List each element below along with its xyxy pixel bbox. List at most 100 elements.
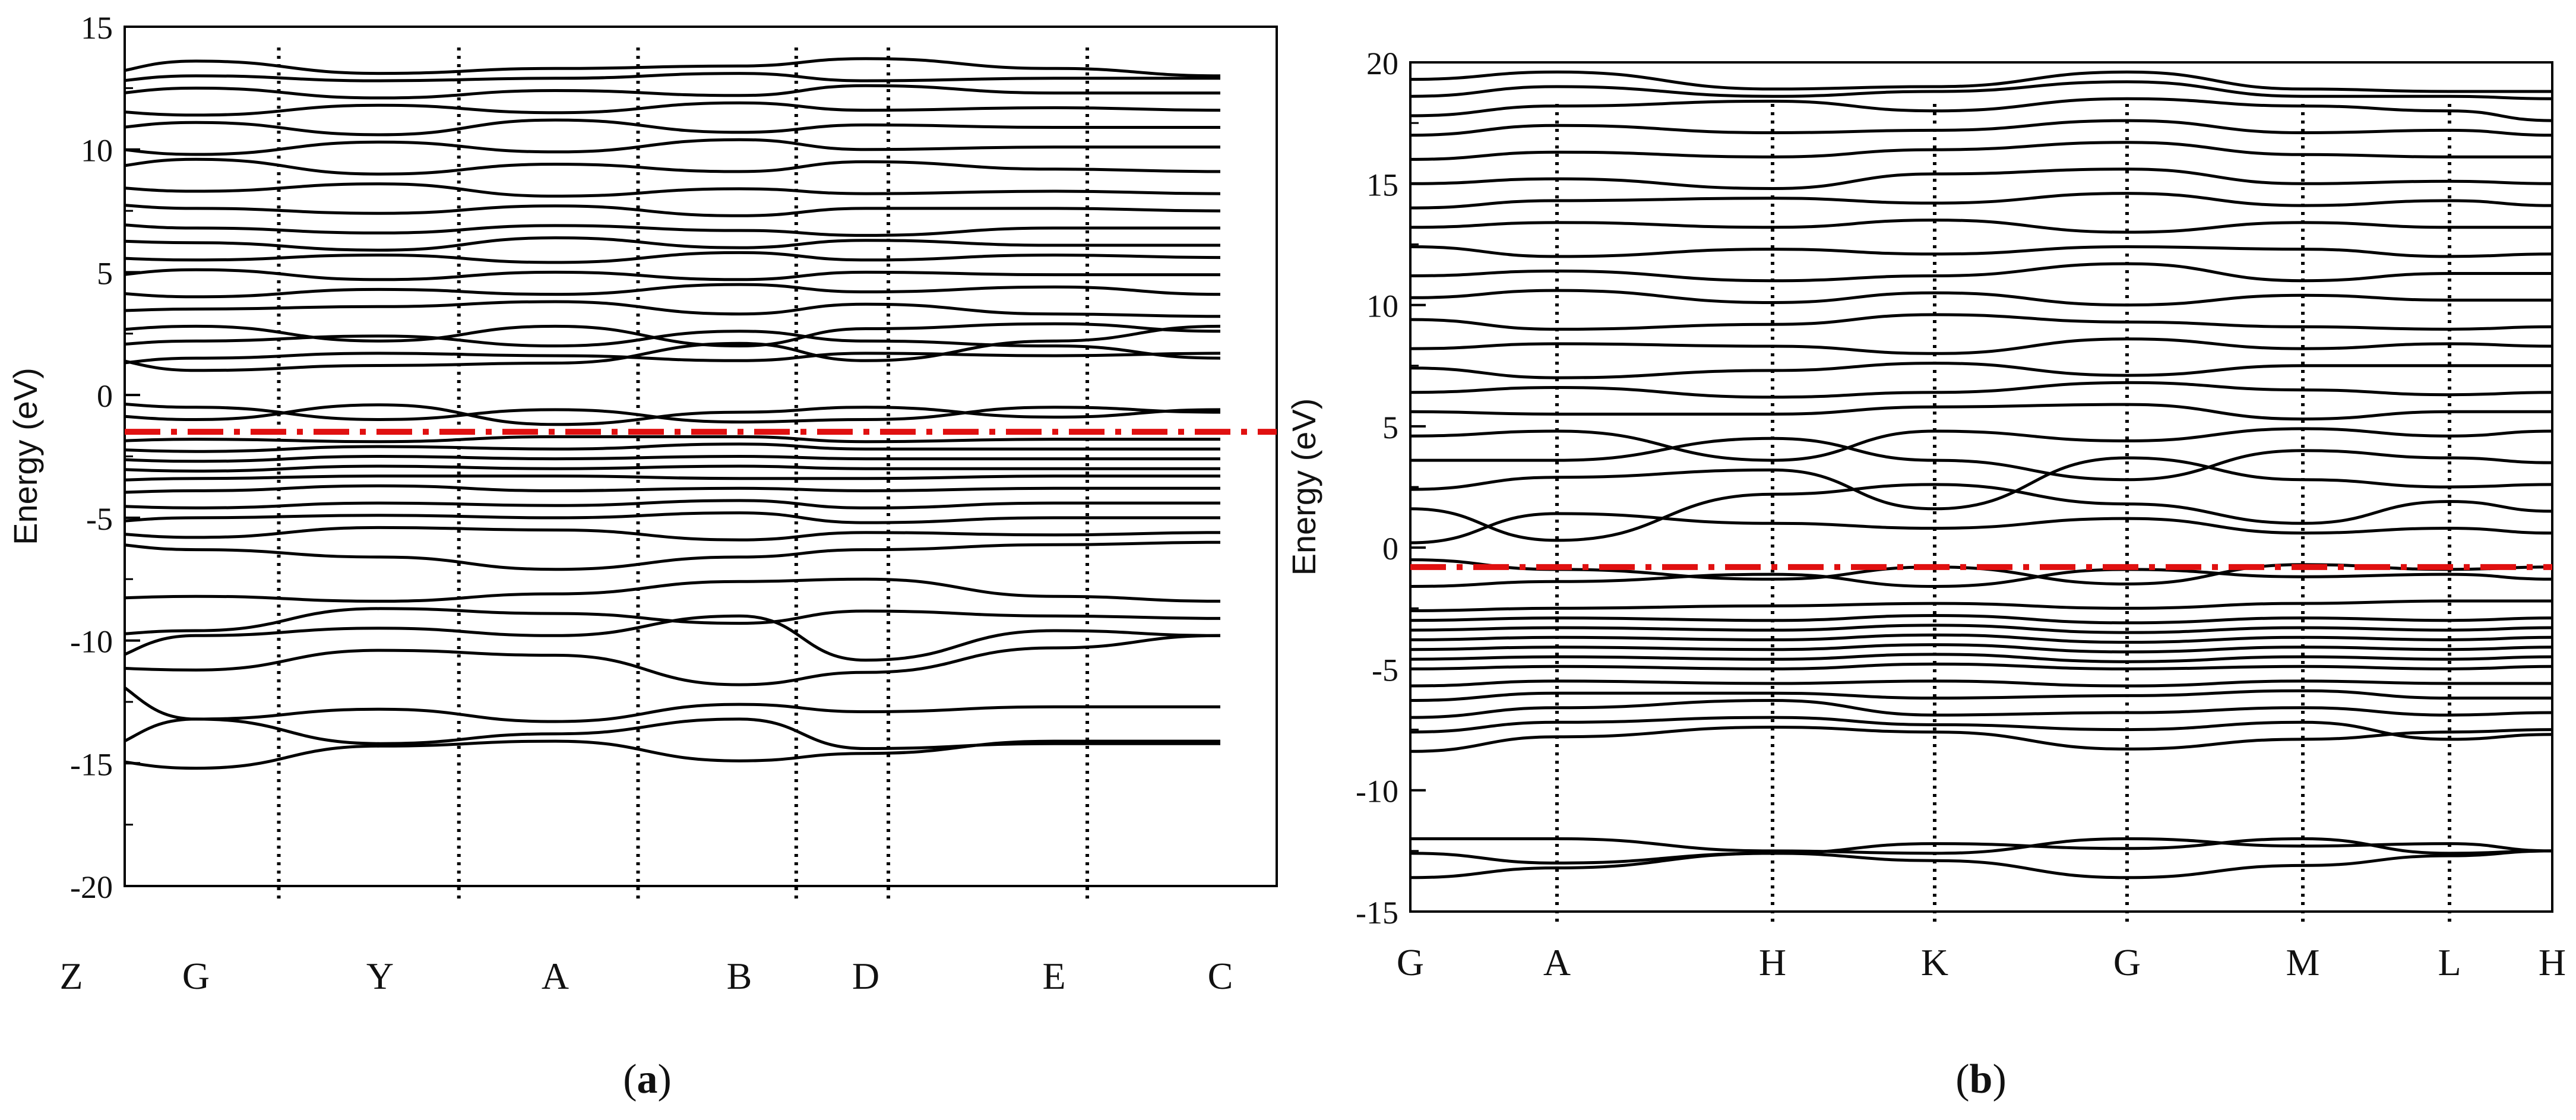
band-line: [1410, 381, 2552, 399]
band-line: [1410, 97, 2552, 122]
band-line: [125, 402, 1221, 424]
panel-b-band-structure: -15 -10 -5 0 5 10 15 20 Energy (eV) G A H K G M L H (b): [1285, 46, 2566, 1102]
band-line: [125, 283, 1221, 299]
band-line: [125, 300, 1221, 318]
band-line: [1410, 837, 2552, 865]
band-line: [1410, 613, 2552, 625]
y-axis-title: Energy (eV): [1285, 398, 1322, 576]
kpoint-label: H: [1759, 941, 1786, 983]
y-tick-label: 10: [81, 133, 113, 169]
band-line: [125, 236, 1220, 252]
band-line: [125, 268, 1220, 281]
y-tick-label: -15: [70, 746, 113, 782]
y-axis-title: Energy (eV): [7, 368, 44, 545]
kpoint-label: A: [1543, 941, 1571, 983]
band-line: [1410, 119, 2552, 137]
band-line: [125, 84, 1220, 100]
kpoint-label: G: [1397, 941, 1424, 983]
y-tick-label: -5: [86, 501, 113, 537]
band-line: [1410, 483, 2552, 542]
band-line: [125, 403, 1221, 426]
band-line: [125, 540, 1221, 571]
band-line: [125, 324, 1221, 372]
band-line: [1410, 716, 2552, 741]
band-line: [125, 739, 1220, 770]
band-line: [125, 223, 1220, 237]
band-line: [1410, 403, 2552, 421]
band-line: [1410, 219, 2552, 234]
band-line: [125, 607, 1221, 635]
band-line: [1410, 456, 2552, 511]
y-tick-label: -10: [70, 624, 113, 660]
band-line: [1410, 653, 2552, 663]
band-lines: [125, 57, 1221, 770]
band-line: [125, 474, 1220, 482]
band-line: [1410, 849, 2552, 879]
band-line: [125, 138, 1220, 156]
band-line: [125, 57, 1221, 78]
y-tick-label: 0: [97, 378, 113, 414]
band-line: [1410, 313, 2552, 331]
band-line: [125, 577, 1221, 603]
band-line: [1410, 436, 2552, 482]
band-line: [125, 634, 1221, 686]
panel-caption: (a): [623, 1056, 672, 1102]
band-line: [125, 511, 1220, 524]
band-line: [1410, 427, 2552, 462]
band-line: [1410, 289, 2552, 307]
y-tick-label: 0: [1382, 531, 1398, 567]
band-line: [1410, 558, 2552, 586]
band-line: [125, 352, 1221, 365]
y-tick-label: -5: [1372, 652, 1398, 688]
band-line: [1410, 362, 2552, 379]
band-line: [125, 685, 1220, 723]
kpoint-label: A: [542, 955, 569, 997]
band-line: [125, 499, 1220, 510]
band-line: [125, 118, 1220, 137]
y-tick-label: 20: [1366, 46, 1398, 81]
kpoint-label: G: [182, 955, 210, 997]
band-line: [1410, 167, 2552, 191]
kpoint-label: C: [1208, 955, 1233, 997]
kpoint-label: B: [727, 955, 752, 997]
band-line: [125, 72, 1220, 83]
band-line: [125, 614, 1221, 662]
band-line: [1410, 662, 2552, 670]
band-line: [125, 101, 1221, 117]
kpoint-label: Z: [59, 955, 83, 997]
kpoint-label: L: [2438, 941, 2461, 983]
band-line: [125, 464, 1220, 473]
kpoint-label: D: [852, 955, 879, 997]
band-line: [1410, 698, 2552, 719]
y-tick-label: 10: [1366, 289, 1398, 324]
kpoint-label: H: [2539, 941, 2566, 983]
band-line: [1410, 599, 2552, 612]
band-line: [1410, 512, 2552, 545]
band-line: [1410, 80, 2552, 100]
band-line: [125, 251, 1221, 264]
band-line: [1410, 643, 2552, 654]
y-tick-label: -10: [1356, 774, 1398, 809]
band-line: [125, 454, 1220, 463]
band-line: [125, 484, 1220, 494]
y-tick-label: -20: [70, 869, 113, 905]
panel-caption: (b): [1955, 1056, 2007, 1102]
band-line: [1410, 624, 2552, 634]
band-line: [125, 322, 1221, 348]
band-line: [125, 204, 1221, 217]
kpoint-label: E: [1042, 955, 1065, 997]
band-line: [1410, 568, 2552, 589]
kpoint-label: M: [2286, 941, 2320, 983]
kpoint-label: Y: [366, 955, 394, 997]
band-line: [1410, 337, 2552, 355]
band-line: [125, 717, 1220, 751]
panel-a-band-structure: -20 -15 -10 -5 0 5 10 15 Energy (eV) Z G Y A B D E C (a): [7, 10, 1278, 1102]
kpoint-label: G: [2113, 941, 2141, 983]
band-line: [1410, 141, 2552, 161]
y-tick-label: 5: [1382, 410, 1398, 445]
band-line: [1410, 689, 2552, 702]
band-line: [1410, 679, 2552, 688]
band-line: [1410, 837, 2552, 855]
band-line: [125, 157, 1221, 176]
